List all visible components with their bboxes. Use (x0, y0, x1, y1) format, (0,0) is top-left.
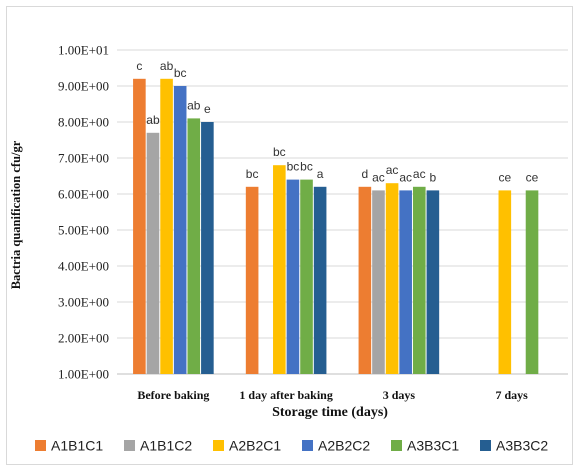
data-label: bc (174, 66, 187, 80)
bar (245, 186, 259, 374)
legend-label: A1B1C2 (140, 438, 192, 454)
data-label: ab (187, 98, 201, 112)
bar (313, 186, 327, 374)
legend-swatch (302, 440, 313, 451)
x-category-labels: Before baking 1 day after baking 3 days 7 d… (137, 388, 528, 402)
y-tick-label: 8.00E+00 (58, 115, 109, 130)
data-label: ab (146, 113, 160, 127)
x-category-label: 1 day after baking (239, 388, 332, 402)
data-label: ce (526, 170, 539, 184)
legend-label: A2B2C1 (229, 438, 281, 454)
bar (426, 190, 440, 374)
legend-label: A3B3C1 (407, 438, 459, 454)
data-label: bc (273, 145, 286, 159)
legend-swatch (35, 440, 46, 451)
legend-swatch (213, 440, 224, 451)
y-tick-label: 1.00E+01 (58, 43, 109, 58)
legend-label: A2B2C2 (318, 438, 370, 454)
data-label: ac (386, 163, 399, 177)
bar (133, 78, 146, 375)
legend-swatch (391, 440, 402, 451)
x-category-label: 3 days (383, 388, 416, 402)
legend: A1B1C1 A1B1C2 A2B2C1 A2B2C2 A3B3C1 A3B3C2 (35, 438, 548, 454)
x-axis-title: Storage time (days) (272, 405, 388, 420)
data-label: bc (300, 160, 313, 174)
data-label: c (136, 59, 142, 73)
bar (160, 78, 173, 375)
data-label: ab (160, 59, 174, 73)
data-label: ac (372, 170, 385, 184)
y-tick-label: 9.00E+00 (58, 79, 109, 94)
bar (385, 183, 399, 374)
bar (358, 186, 372, 374)
bar (286, 179, 300, 374)
data-label: b (430, 170, 437, 184)
legend-label: A3B3C2 (496, 438, 548, 454)
bar (201, 122, 214, 374)
bar (146, 132, 160, 374)
bar (399, 190, 412, 374)
data-label: ac (413, 167, 426, 181)
bar (412, 186, 426, 374)
y-tick-label: 5.00E+00 (58, 223, 109, 238)
legend-label: A1B1C1 (51, 438, 103, 454)
bar (372, 190, 385, 374)
bar (498, 190, 512, 374)
y-tick-label: 7.00E+00 (58, 151, 109, 166)
bar (173, 86, 187, 374)
x-category-label: 7 days (495, 388, 528, 402)
x-category-label: Before baking (137, 388, 209, 402)
bar (300, 179, 313, 374)
y-tick-label: 2.00E+00 (58, 331, 109, 346)
data-label: e (204, 102, 211, 116)
data-label: a (317, 167, 324, 181)
y-tick-label: 1.00E+00 (58, 367, 109, 382)
bar (187, 118, 201, 375)
bar (273, 165, 286, 374)
y-axis-title: Bactria quanification cfu/gr (9, 140, 23, 289)
legend-swatch (124, 440, 135, 451)
y-tick-label: 4.00E+00 (58, 259, 109, 274)
bars (133, 78, 539, 375)
data-label: bc (246, 167, 259, 181)
data-label: d (362, 167, 369, 181)
data-label: bc (287, 160, 300, 174)
data-label: ce (498, 170, 511, 184)
y-tick-labels: 1.00E+00 2.00E+00 3.00E+00 4.00E+00 5.00E+00… (58, 43, 109, 382)
y-tick-label: 3.00E+00 (58, 295, 109, 310)
bar (525, 190, 539, 374)
y-tick-label: 6.00E+00 (58, 187, 109, 202)
legend-swatch (480, 440, 491, 451)
data-label: ac (399, 170, 412, 184)
